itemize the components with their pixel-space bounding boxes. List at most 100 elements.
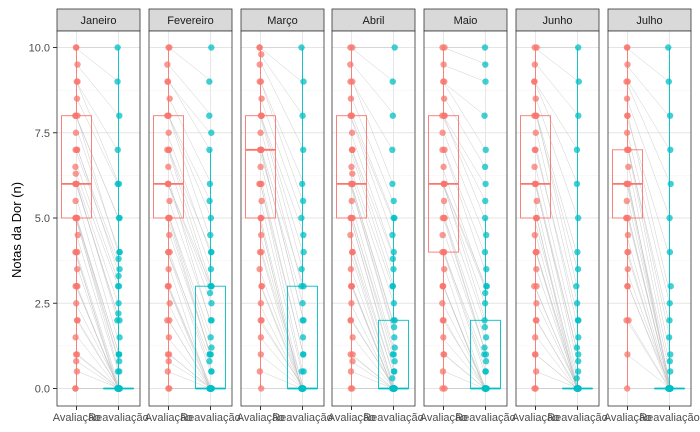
- panel-background: [424, 31, 507, 406]
- reavaliacao-point: [207, 334, 214, 341]
- reavaliacao-point: [298, 385, 306, 392]
- reavaliacao-point: [666, 112, 674, 119]
- pair-line: [75, 81, 118, 150]
- pair-line: [535, 183, 579, 355]
- avaliacao-point: [440, 197, 448, 205]
- reavaliacao-point: [114, 44, 121, 51]
- reavaliacao-point: [299, 317, 306, 324]
- reavaliacao-point: [208, 317, 215, 324]
- pair-line: [350, 115, 393, 219]
- avaliacao-point: [165, 248, 172, 256]
- reavaliacao-point: [482, 351, 490, 358]
- avaliacao-point: [74, 231, 81, 239]
- pair-line: [627, 183, 670, 372]
- pair-line: [349, 115, 393, 236]
- reavaliacao-point: [575, 385, 582, 392]
- avaliacao-point: [532, 248, 540, 256]
- pair-line: [169, 183, 210, 321]
- pair-line: [76, 183, 118, 321]
- avaliacao-point: [623, 197, 631, 205]
- reavaliacao-point: [574, 368, 582, 375]
- facet-strip-label: Junho: [543, 15, 573, 27]
- pair-line: [260, 286, 303, 389]
- reavaliacao-point: [116, 112, 123, 119]
- avaliacao-point: [166, 300, 173, 307]
- avaliacao-point: [348, 197, 355, 205]
- pair-line: [443, 252, 485, 372]
- reavaliacao-point: [389, 255, 397, 263]
- x-tick-label: Reavaliação: [455, 412, 516, 424]
- pair-line: [351, 354, 394, 389]
- avaliacao-point: [166, 197, 173, 205]
- avaliacao-point: [347, 368, 355, 375]
- pair-line: [169, 252, 213, 372]
- pair-line: [169, 81, 211, 150]
- reavaliacao-point: [666, 300, 673, 307]
- reavaliacao-point: [481, 214, 489, 222]
- avaliacao-point: [624, 248, 631, 256]
- pair-line: [443, 217, 487, 355]
- pair-line: [628, 166, 670, 362]
- pair-line: [259, 337, 304, 389]
- pair-line: [352, 286, 394, 389]
- avaliacao-point: [533, 283, 540, 290]
- avaliacao-point: [257, 163, 264, 171]
- avaliacao-point: [624, 351, 631, 358]
- pair-line: [349, 166, 393, 287]
- pair-line: [77, 200, 118, 338]
- pair-line: [166, 132, 211, 253]
- reavaliacao-point: [481, 317, 488, 324]
- reavaliacao-point: [389, 112, 397, 119]
- pair-line: [350, 361, 393, 389]
- panel-border: [148, 30, 233, 407]
- avaliacao-point: [165, 214, 172, 222]
- pair-line: [626, 354, 671, 389]
- reavaliacao-point: [300, 248, 307, 256]
- pair-line: [443, 47, 487, 65]
- reavaliacao-point: [206, 180, 214, 188]
- panel-border: [515, 30, 600, 407]
- pair-line: [76, 217, 120, 355]
- avaliacao-point: [74, 61, 81, 68]
- y-tick-label: 7.5: [35, 128, 50, 140]
- reavaliacao-point: [667, 180, 674, 188]
- pair-line: [76, 81, 120, 184]
- reavaliacao-point: [575, 78, 582, 85]
- avaliacao-point: [72, 163, 79, 171]
- pair-line: [169, 234, 212, 355]
- avaliacao-point: [164, 368, 172, 375]
- reavaliacao-point: [482, 358, 490, 365]
- reavaliacao-point: [481, 112, 488, 119]
- pair-line: [442, 183, 488, 294]
- panel-background: [608, 31, 691, 406]
- avaliacao-point: [165, 358, 172, 365]
- avaliacao-point: [73, 248, 80, 256]
- reavaliacao-point: [389, 385, 397, 392]
- reavaliacao-point: [391, 317, 398, 324]
- pair-line: [76, 115, 119, 253]
- reavaliacao-point: [481, 163, 489, 171]
- pair-line: [626, 81, 671, 184]
- pair-line: [76, 234, 119, 372]
- avaliacao-point: [256, 368, 264, 375]
- reavaliacao-point: [115, 283, 123, 290]
- avaliacao-point: [258, 51, 265, 58]
- avaliacao-point: [256, 61, 263, 68]
- reavaliacao-point: [390, 323, 398, 331]
- avaliacao-point: [624, 265, 631, 273]
- x-tick-label: Avaliação: [237, 412, 285, 424]
- avaliacao-point: [441, 265, 448, 273]
- avaliacao-point: [348, 163, 355, 171]
- pair-line: [260, 115, 305, 236]
- avaliacao-point: [531, 61, 539, 68]
- pair-line: [534, 81, 578, 184]
- avaliacao-point: [623, 385, 631, 392]
- reavaliacao-point: [574, 214, 582, 222]
- reavaliacao-point: [481, 44, 489, 51]
- pair-line: [351, 183, 393, 321]
- avaliacao-point: [257, 214, 265, 222]
- x-tick-label: Avaliação: [145, 412, 193, 424]
- reavaliacao-point: [667, 283, 674, 290]
- pair-line: [444, 252, 487, 372]
- pair-line: [626, 234, 670, 389]
